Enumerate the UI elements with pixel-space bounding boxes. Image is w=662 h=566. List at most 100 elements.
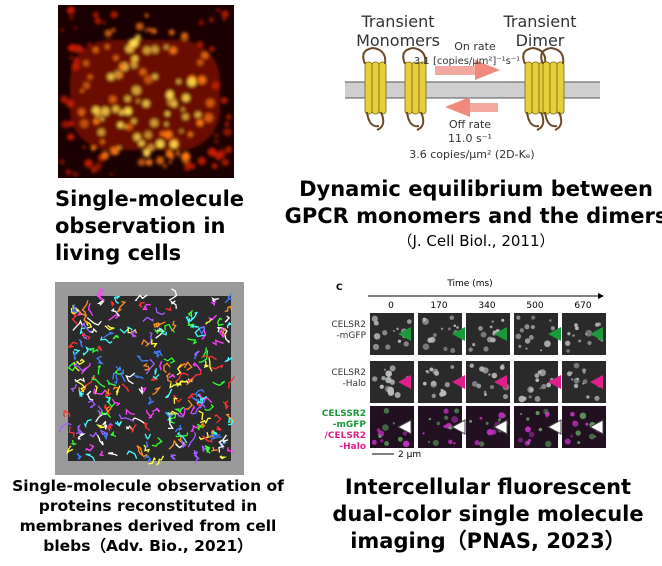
spot [155,156,165,165]
spot [164,130,173,139]
speck [478,326,483,331]
time: 170 [430,301,447,311]
track [176,364,182,376]
spot [190,165,195,170]
speck [585,422,589,426]
track [155,328,165,339]
spot [197,76,207,85]
speck [524,324,530,330]
spot [129,38,139,48]
helix [378,61,387,115]
speck [490,429,497,435]
speck [519,328,525,333]
track [77,433,86,440]
label: Transient [503,12,577,31]
track [224,315,231,323]
helix [411,61,420,115]
track [72,319,83,331]
track [183,361,193,371]
spot [171,101,178,108]
spot [109,95,117,104]
spot [180,32,189,41]
track [66,445,74,455]
spot [143,151,148,155]
row-label: CELSSR2 [322,409,366,419]
spot [197,59,204,66]
speck [578,339,582,343]
track [205,318,213,325]
track [58,422,72,433]
track [189,323,200,328]
speck [574,326,579,331]
track [166,410,179,415]
caption: Single-molecule observation of [12,477,284,495]
track [70,439,77,446]
caption: observation in [55,214,226,238]
spot [216,8,221,13]
speck [479,416,483,420]
speck [440,327,444,331]
speck [501,318,505,322]
helix [524,61,533,115]
spot [225,145,233,154]
spot [144,75,153,84]
caption: Dynamic equilibrium between [299,177,653,201]
speck [490,385,495,390]
helix [542,61,551,115]
spot [77,108,86,116]
track [82,346,92,357]
speck [448,439,453,445]
track [226,321,232,329]
track [116,300,127,313]
speck [450,348,456,354]
arrow [548,327,561,341]
speck [525,426,531,433]
track [128,423,137,433]
speck [570,411,575,417]
spot [118,63,126,71]
track [210,434,222,442]
track [82,332,88,340]
track [115,366,122,371]
track [218,327,225,338]
speck [539,387,542,390]
spot [147,143,155,152]
speck [397,436,403,442]
spot [83,60,90,67]
track [214,413,222,424]
arrow [588,419,604,435]
speck [535,411,540,416]
track [216,317,224,327]
speck [453,442,456,445]
track [146,331,153,346]
track [97,434,104,446]
speck [585,329,593,337]
spot [204,113,214,123]
track [187,309,194,318]
track [81,300,89,317]
track [112,334,120,340]
speck [373,320,379,326]
track [134,294,148,301]
track [112,386,120,390]
spot [124,107,132,116]
track [204,445,211,453]
track [212,380,226,386]
row-label: CELSR2 [331,368,366,378]
track [209,434,221,437]
track [144,454,152,463]
speck [444,381,450,388]
track [174,412,183,418]
loop [362,46,387,131]
speck [389,379,396,385]
speck [422,343,430,350]
spot [66,99,74,108]
speck [451,415,459,423]
speck [582,379,588,384]
speck [456,326,459,329]
speck [427,440,431,444]
spot [110,10,118,19]
speck [541,384,547,390]
track [142,363,151,371]
